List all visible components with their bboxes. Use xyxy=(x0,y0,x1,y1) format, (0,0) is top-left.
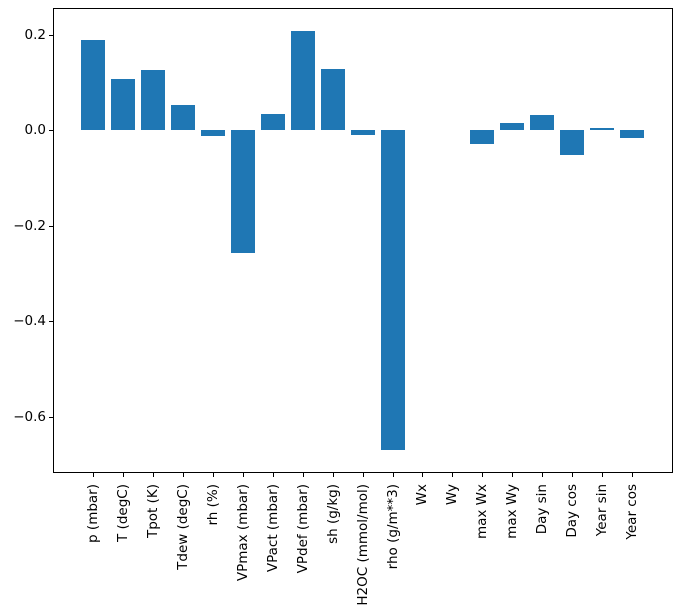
bar-vpmax-mbar xyxy=(230,130,255,253)
x-tick-label-text: Wx xyxy=(414,484,431,506)
x-tick-label-text: H2OC (mmol/mol) xyxy=(354,484,371,606)
x-tick-label-text: Year cos xyxy=(623,484,640,540)
bar-vpdef-mbar xyxy=(290,30,315,131)
x-tick-label-text: Wy xyxy=(444,484,461,506)
x-tick-label-text: Day cos xyxy=(564,484,581,538)
x-tick-label-text: VPdef (mbar) xyxy=(294,484,311,574)
x-tick-label-text: T (degC) xyxy=(115,484,132,542)
y-tick xyxy=(49,34,53,36)
x-tick-label-text: rho (g/m**3) xyxy=(384,484,401,570)
bar-tdew-degc xyxy=(171,104,196,131)
bar-t-degc xyxy=(111,78,136,131)
x-tick-label-text: p (mbar) xyxy=(85,484,102,543)
y-tick xyxy=(49,321,53,323)
x-tick-label-text: max Wy xyxy=(504,484,521,539)
bar-year-sin xyxy=(589,128,614,131)
x-tick xyxy=(212,473,214,477)
bar-max-wy xyxy=(500,122,525,131)
x-tick xyxy=(183,473,185,477)
x-tick xyxy=(362,473,364,477)
bar-vpact-mbar xyxy=(260,113,285,131)
y-tick xyxy=(49,130,53,132)
bar-max-wx xyxy=(470,130,495,144)
x-tick xyxy=(272,473,274,477)
x-tick xyxy=(482,473,484,477)
x-tick xyxy=(452,473,454,477)
x-tick-label-text: VPact (mbar) xyxy=(264,484,281,573)
bar-day-cos xyxy=(560,130,585,156)
bar-sh-g-kg xyxy=(320,68,345,131)
x-tick xyxy=(601,473,603,477)
x-tick-label-text: Tpot (K) xyxy=(145,484,162,539)
x-tick-label-text: VPmax (mbar) xyxy=(234,484,251,582)
x-tick xyxy=(123,473,125,477)
y-tick-label-0.0: 0.0 xyxy=(24,122,46,139)
bar-rh xyxy=(200,130,225,137)
x-tick-label-text: rh (%) xyxy=(204,484,221,526)
plot-area xyxy=(49,8,673,477)
y-tick xyxy=(49,225,53,227)
x-tick xyxy=(542,473,544,477)
x-tick-label-text: Year sin xyxy=(593,484,610,537)
x-tick xyxy=(392,473,394,477)
x-tick-label-text: Day sin xyxy=(534,484,551,535)
x-tick xyxy=(332,473,334,477)
bar-p-mbar xyxy=(81,39,106,131)
bar-h2oc-mmol-mol xyxy=(350,130,375,136)
x-tick xyxy=(302,473,304,477)
x-tick-label-text: Tdew (degC) xyxy=(175,484,192,570)
x-tick xyxy=(512,473,514,477)
bar-rho-g-m-3 xyxy=(380,130,405,451)
x-tick xyxy=(153,473,155,477)
bar-tpot-k xyxy=(141,69,166,131)
x-tick xyxy=(572,473,574,477)
bar-day-sin xyxy=(530,114,555,131)
x-tick xyxy=(93,473,95,477)
x-tick xyxy=(422,473,424,477)
bar-year-cos xyxy=(619,130,644,139)
y-tick-label-neg-0.2: −0.2 xyxy=(13,217,46,234)
x-tick-label-text: max Wx xyxy=(474,484,491,540)
y-tick-label-0.2: 0.2 xyxy=(24,26,46,43)
y-tick xyxy=(49,417,53,419)
y-tick-label-neg-0.4: −0.4 xyxy=(13,313,46,330)
x-tick xyxy=(631,473,633,477)
y-tick-label-neg-0.6: −0.6 xyxy=(13,409,46,426)
x-tick xyxy=(242,473,244,477)
x-tick-label-text: sh (g/kg) xyxy=(324,484,341,544)
